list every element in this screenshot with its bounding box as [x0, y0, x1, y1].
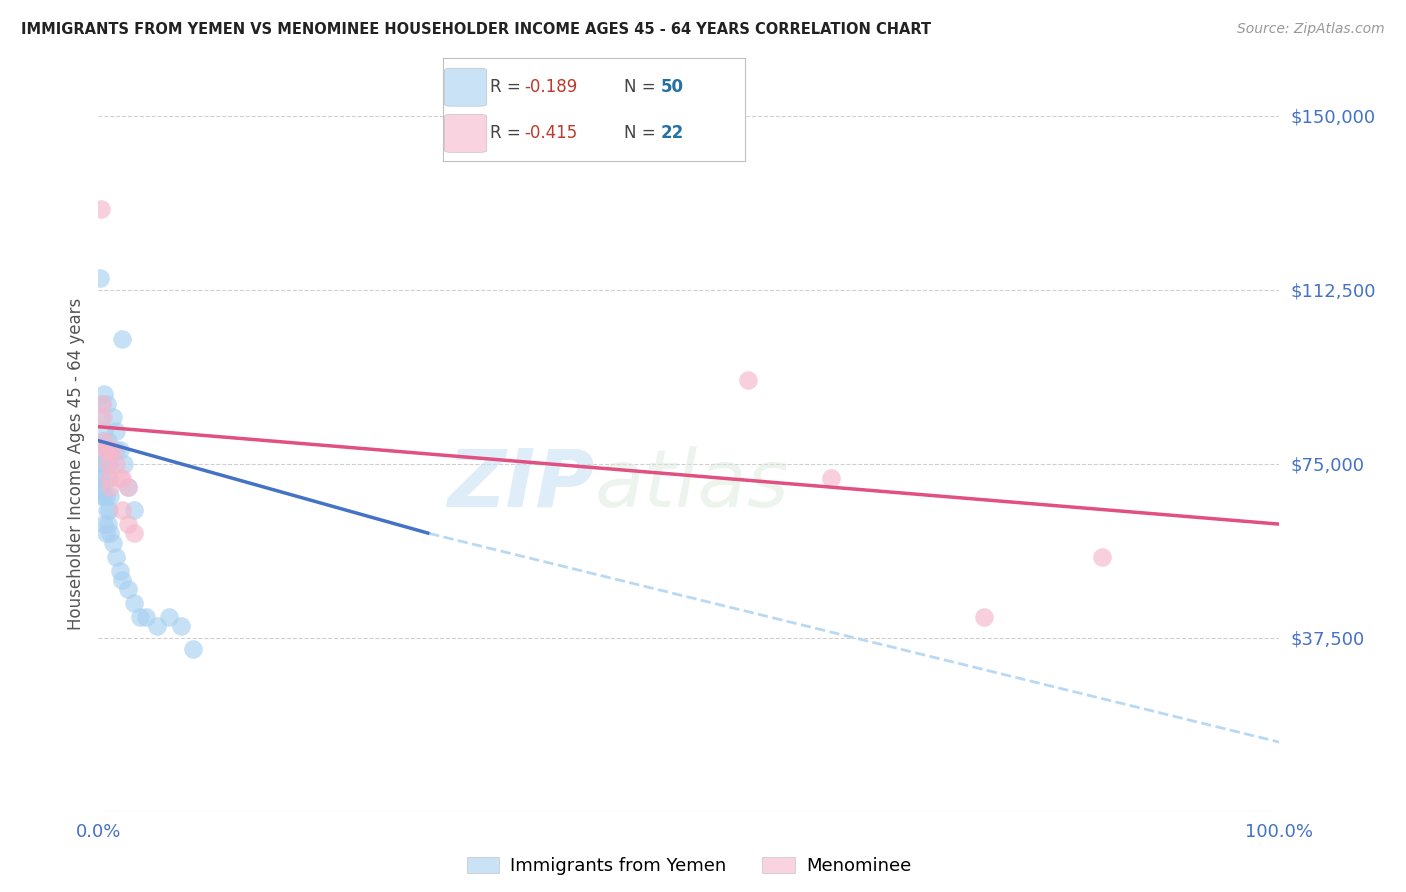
Point — [111, 332, 134, 346]
Point — [128, 610, 150, 624]
Point — [108, 471, 131, 485]
Point — [97, 517, 120, 532]
Point — [91, 457, 114, 471]
Text: -0.189: -0.189 — [524, 78, 578, 96]
Point — [94, 457, 117, 471]
Point — [94, 442, 117, 457]
Point — [117, 480, 139, 494]
Point — [112, 457, 135, 471]
Point — [108, 442, 131, 457]
Text: N =: N = — [624, 124, 661, 143]
Point — [117, 480, 139, 494]
Point — [146, 619, 169, 633]
Point — [973, 610, 995, 624]
Text: -0.415: -0.415 — [524, 124, 578, 143]
Point — [98, 442, 121, 457]
Text: atlas: atlas — [595, 446, 789, 524]
Point — [101, 410, 124, 425]
Point — [90, 410, 112, 425]
Text: ZIP: ZIP — [447, 446, 595, 524]
Point — [94, 526, 117, 541]
Point — [98, 480, 121, 494]
Y-axis label: Householder Income Ages 45 - 64 years: Householder Income Ages 45 - 64 years — [66, 298, 84, 630]
Text: N =: N = — [624, 78, 661, 96]
Point — [91, 396, 114, 410]
Point — [820, 471, 842, 485]
Point — [90, 202, 112, 216]
Point — [96, 396, 118, 410]
Point — [98, 489, 121, 503]
Point — [98, 503, 121, 517]
Text: IMMIGRANTS FROM YEMEN VS MENOMINEE HOUSEHOLDER INCOME AGES 45 - 64 YEARS CORRELA: IMMIGRANTS FROM YEMEN VS MENOMINEE HOUSE… — [21, 22, 931, 37]
Point — [117, 582, 139, 596]
FancyBboxPatch shape — [444, 69, 486, 106]
Point — [98, 471, 121, 485]
Point — [111, 503, 134, 517]
Text: 50: 50 — [661, 78, 683, 96]
Point — [122, 503, 145, 517]
Legend: Immigrants from Yemen, Menominee: Immigrants from Yemen, Menominee — [460, 850, 918, 883]
Point — [93, 434, 115, 448]
Text: R =: R = — [489, 124, 526, 143]
Point — [108, 564, 131, 578]
Point — [111, 573, 134, 587]
Point — [101, 442, 124, 457]
Point — [97, 434, 120, 448]
Point — [737, 373, 759, 387]
Point — [89, 471, 111, 485]
Point — [1091, 549, 1114, 564]
Point — [91, 489, 114, 503]
Point — [181, 642, 204, 657]
Point — [97, 457, 120, 471]
Point — [90, 442, 112, 457]
Point — [105, 442, 128, 457]
Point — [91, 410, 114, 425]
Point — [117, 517, 139, 532]
Point — [91, 471, 114, 485]
Point — [93, 425, 115, 439]
Point — [111, 471, 134, 485]
Point — [122, 596, 145, 610]
Point — [90, 480, 112, 494]
Point — [135, 610, 157, 624]
Point — [170, 619, 193, 633]
Point — [89, 457, 111, 471]
Text: 22: 22 — [661, 124, 683, 143]
Point — [96, 442, 118, 457]
Point — [91, 434, 114, 448]
Point — [91, 489, 114, 503]
Point — [97, 471, 120, 485]
FancyBboxPatch shape — [444, 114, 486, 153]
Point — [98, 526, 121, 541]
Point — [89, 271, 111, 285]
Point — [122, 526, 145, 541]
Point — [98, 442, 121, 457]
Point — [94, 489, 117, 503]
Point — [91, 396, 114, 410]
Point — [96, 503, 118, 517]
Point — [98, 457, 121, 471]
Point — [105, 549, 128, 564]
Point — [157, 610, 180, 624]
Point — [90, 480, 112, 494]
Point — [101, 535, 124, 549]
Text: Source: ZipAtlas.com: Source: ZipAtlas.com — [1237, 22, 1385, 37]
Point — [105, 425, 128, 439]
Text: R =: R = — [489, 78, 526, 96]
Point — [105, 457, 128, 471]
Point — [96, 442, 118, 457]
Point — [93, 517, 115, 532]
Point — [93, 387, 115, 401]
